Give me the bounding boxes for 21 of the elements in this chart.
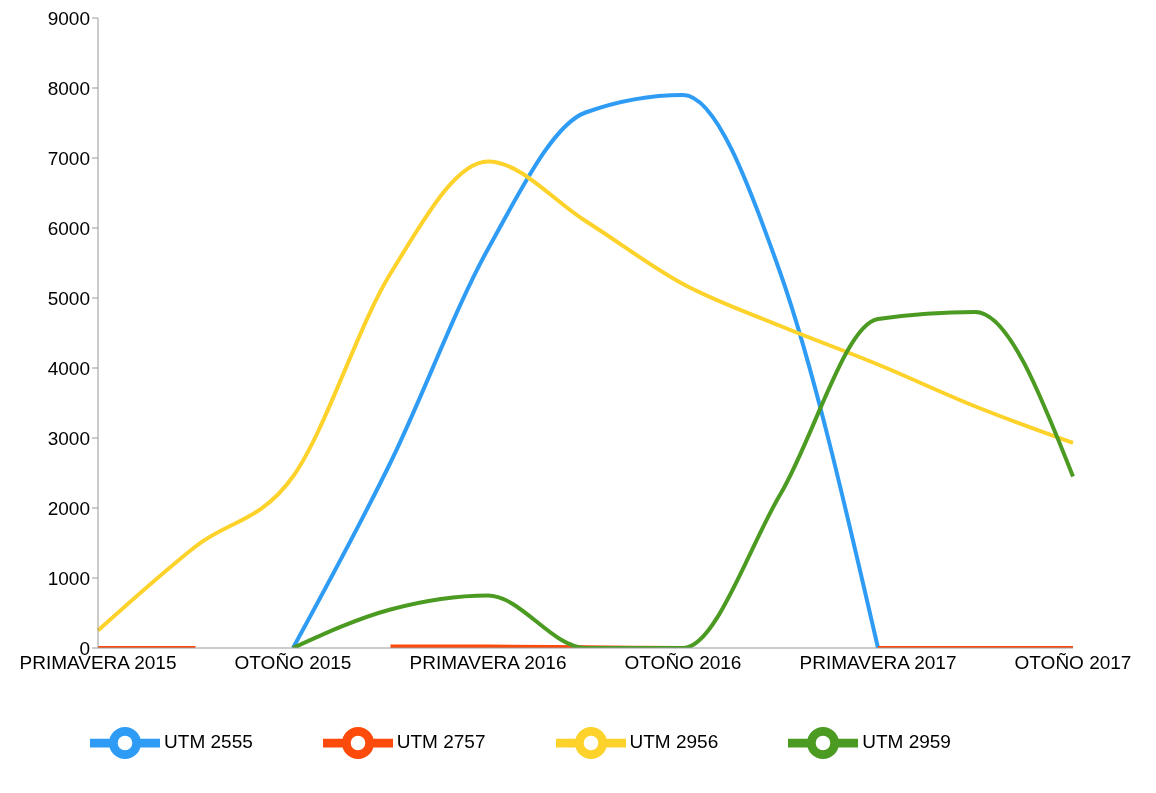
legend-label: UTM 2757	[396, 731, 486, 753]
legend-label: UTM 2959	[862, 731, 951, 753]
line-series	[291, 310, 1075, 648]
x-tick-label: PRIMAVERA 2017	[799, 652, 957, 674]
x-tick-label: OTOÑO 2016	[624, 652, 742, 674]
x-tick-label: OTOÑO 2015	[234, 652, 352, 674]
legend-label: UTM 2555	[164, 731, 253, 753]
y-tick-label: 6000	[47, 217, 90, 239]
x-tick-label: PRIMAVERA 2016	[409, 652, 567, 674]
legend-label: UTM 2956	[629, 731, 719, 753]
line-series	[96, 159, 1075, 633]
y-tick-label: 5000	[47, 287, 90, 309]
x-tick-label: OTOÑO 2017	[1014, 652, 1132, 674]
line-series	[291, 93, 880, 648]
y-tick-label: 4000	[47, 357, 90, 379]
y-tick-label: 8000	[47, 77, 90, 99]
y-tick-label: 7000	[47, 147, 90, 169]
y-tick-label: 2000	[47, 497, 90, 519]
y-tick-label: 3000	[47, 427, 90, 449]
y-tick-label: 9000	[47, 7, 90, 29]
y-tick-label: 1000	[47, 567, 90, 589]
